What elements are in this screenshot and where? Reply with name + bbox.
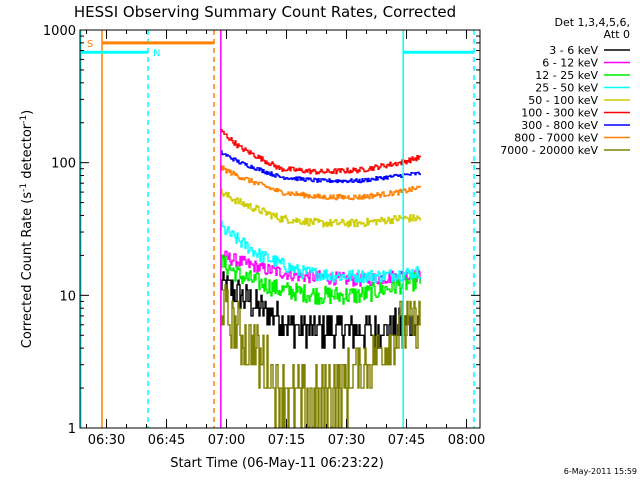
- legend-label-3: 25 - 50 keV: [535, 82, 598, 95]
- y-tick-label-2: 100: [51, 157, 76, 172]
- legend-label-5: 100 - 300 keV: [521, 107, 598, 120]
- series-line-7: [220, 165, 421, 201]
- x-tick-label-5: 07:45: [388, 433, 425, 448]
- x-tick-label-1: 06:45: [148, 433, 185, 448]
- night-label: N: [153, 48, 160, 59]
- legend-attenuator: Att 0: [604, 28, 630, 41]
- x-axis-label: Start Time (06-May-11 06:23:22): [170, 456, 384, 471]
- chart-title: HESSI Observing Summary Count Rates, Cor…: [74, 3, 456, 21]
- y-axis-label-part-4: ): [20, 110, 35, 115]
- x-tick-label-6: 08:00: [448, 433, 485, 448]
- legend-label-1: 6 - 12 keV: [542, 57, 598, 70]
- series-line-8: [220, 284, 421, 428]
- series-line-5: [220, 128, 421, 175]
- series-layer: [220, 128, 421, 428]
- series-line-1: [220, 250, 421, 287]
- y-axis-label-part-2: detector: [20, 123, 35, 183]
- x-tick-label-3: 07:15: [268, 433, 305, 448]
- timestamp: 6-May-2011 15:59: [564, 467, 637, 476]
- series-line-4: [220, 188, 421, 228]
- y-axis-label-part-0: Corrected Count Rate (s: [20, 192, 35, 349]
- y-axis-label-part-3: -1: [19, 115, 29, 124]
- legend-label-2: 12 - 25 keV: [535, 69, 598, 82]
- series-line-0: [220, 271, 421, 349]
- series-line-6: [220, 150, 421, 184]
- y-axis-label: Corrected Count Rate (s-1 detector-1): [19, 110, 35, 348]
- legend-label-8: 7000 - 20000 keV: [500, 144, 598, 157]
- x-tick-label-0: 06:30: [88, 433, 125, 448]
- plot-frame: [79, 29, 481, 429]
- y-tick-label-0: 1: [68, 422, 76, 437]
- legend-label-4: 50 - 100 keV: [528, 94, 598, 107]
- x-tick-label-4: 07:30: [328, 433, 365, 448]
- legend-label-6: 300 - 800 keV: [521, 119, 598, 132]
- saa-label: S: [87, 39, 93, 50]
- y-tick-label-1: 10: [59, 289, 76, 304]
- marker-layer: [80, 30, 475, 428]
- attenuator-bar-layer: SN: [80, 39, 474, 59]
- text-layer: 06:30 06:45 07:00 07:15 07:30 07:45 08:00 1 10 10…: [19, 3, 637, 476]
- legend-label-0: 3 - 6 keV: [549, 44, 598, 57]
- y-tick-label-3: 1000: [43, 24, 76, 39]
- series-line-2: [220, 254, 421, 305]
- x-tick-label-2: 07:00: [208, 433, 245, 448]
- series-line-3: [220, 220, 421, 284]
- legend-label-7: 800 - 7000 keV: [514, 132, 598, 145]
- axes-layer: [79, 29, 481, 429]
- legend-header: Det 1,3,4,5,6,: [554, 16, 630, 29]
- y-axis-label-part-1: -1: [19, 183, 29, 192]
